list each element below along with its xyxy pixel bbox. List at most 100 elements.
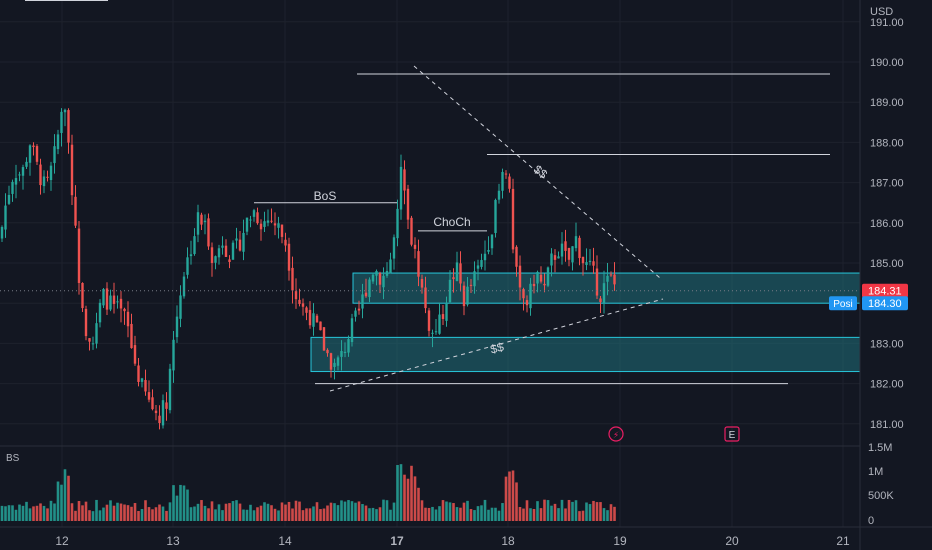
candle-body [116,301,119,303]
candle-body [315,315,319,323]
candle-body [228,259,231,263]
candle-body [606,275,609,282]
earnings-icon[interactable] [724,426,740,442]
volume-tick-label: 1M [868,466,883,478]
candle-body [259,223,263,230]
candle-body [140,378,144,382]
volume-bar [592,500,595,521]
volume-bar [301,510,305,521]
candle-body [602,283,606,304]
volume-bar [606,510,609,521]
volume-bar [14,509,18,521]
volume-bar [543,499,546,521]
volume-bar [102,507,105,521]
volume-bar [109,500,112,521]
demand-zone [310,336,861,373]
volume-bar [364,505,368,521]
volume-bar [140,509,144,521]
volume-tick-label: 1.5M [868,442,892,454]
candle-body [168,368,172,411]
candle-body [371,274,375,282]
time-axis[interactable]: 12 13 14 17 18 19 20 21 [55,534,850,548]
position-label-text: Posi [833,299,852,310]
volume-bar [319,509,322,521]
x-tick-label: 13 [166,534,180,548]
candle-body [158,415,161,423]
volume-bar [609,504,613,521]
annotation-labels: BoS ChoCh $$ $$ [314,162,551,356]
candle-body [326,349,329,354]
candle-body [378,273,382,285]
candle-body [581,256,585,264]
trendlines [0,65,860,392]
volume-bar [126,505,130,521]
candle-body [161,400,165,426]
candle-body [452,277,455,280]
volume-bar [581,510,585,521]
volume-bar [284,504,287,521]
candle-body [382,275,385,288]
candle-body [557,256,560,259]
volume-bar [378,507,382,521]
candle-body [60,111,63,133]
candle-body [11,181,14,194]
volume-bar [595,502,599,521]
candle-body [333,362,336,367]
candle-body [301,303,305,307]
y-tick-label: 189.00 [870,97,904,109]
event-icons[interactable]: ⚡ E [608,426,740,442]
volume-bar [448,502,452,521]
candle-body [298,299,301,304]
volume-bar [56,481,60,521]
volume-bar [438,506,441,521]
volume-bar [522,508,525,521]
current-price-badge [862,283,908,298]
volume-bar [49,500,53,521]
volume-bar [511,470,515,521]
volume-bar [557,508,560,521]
volume-bars [0,464,616,521]
candle-body [186,257,189,275]
x-tick-label: 17 [390,534,404,548]
volume-bar [396,465,399,521]
position-label-badge[interactable] [829,296,857,311]
candle-body [137,365,140,382]
y-tick-label: 186.00 [870,218,904,230]
volume-bar [154,507,158,521]
volume-bar [4,506,7,521]
volume-bar [445,501,448,521]
current-price-text: 184.31 [868,286,902,298]
candle-body [231,242,235,260]
volume-bar [273,508,277,521]
candle-body [427,310,431,331]
volume-bar [466,500,469,521]
candle-body [74,196,77,226]
y-tick-label: 187.00 [870,178,904,190]
volume-bar [252,510,256,521]
volume-bar [116,502,119,521]
dividend-icon[interactable] [608,426,624,442]
volume-bar [158,504,161,521]
candle-body [494,199,497,234]
candle-body [497,190,501,200]
candle-body [294,291,298,300]
volume-bar [599,502,602,521]
candle-body [585,262,588,265]
volume-bar [550,505,553,521]
candle-body [399,166,403,210]
candle-body [224,245,228,257]
volume-bar [567,499,571,521]
volume-bar [186,489,189,521]
candle-body [67,110,70,143]
volume-bar [424,507,427,521]
volume-bar [287,501,291,521]
candle-body [235,238,238,241]
candle-body [25,161,28,167]
candle-body [105,288,109,310]
candle-body [63,109,67,113]
volume-bar [588,504,592,521]
volume-bar [385,500,389,521]
candle-body [431,332,434,334]
